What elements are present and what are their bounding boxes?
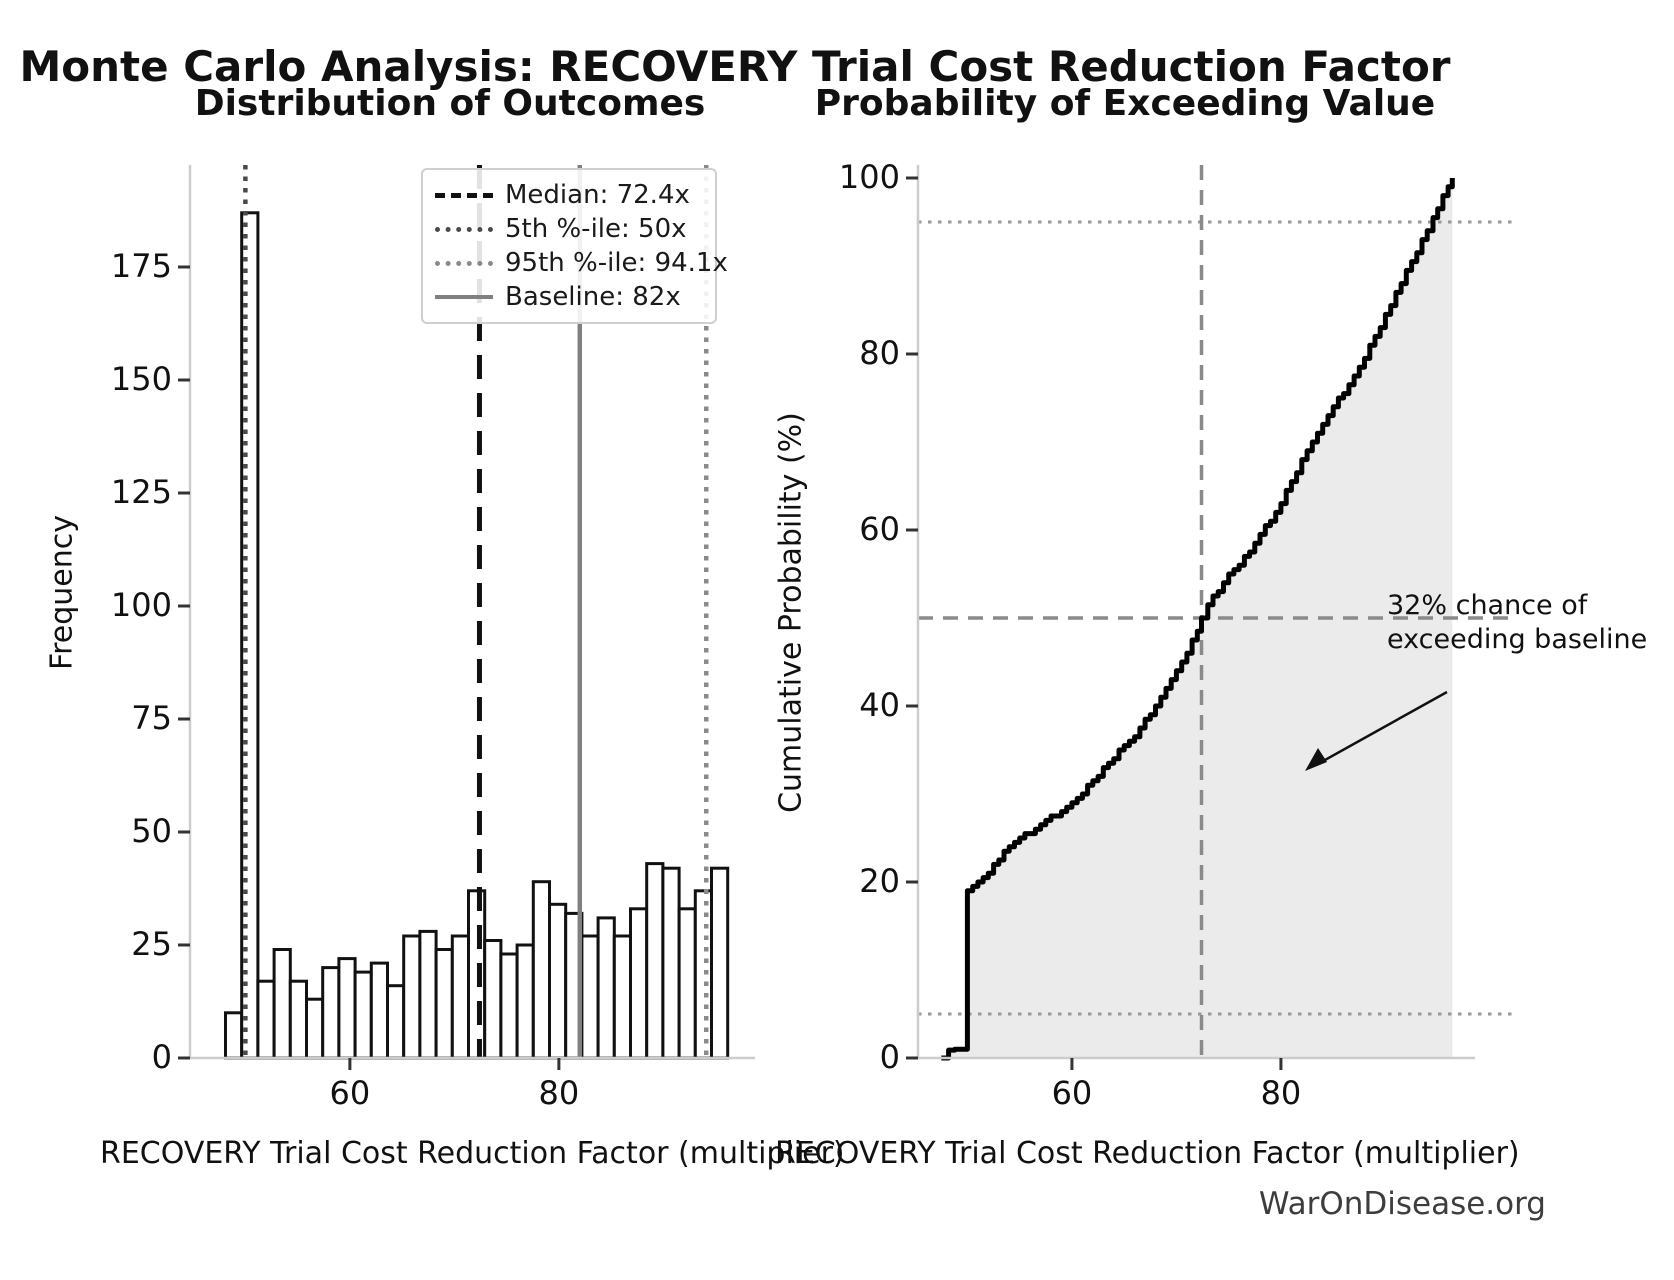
hist-bar-3 xyxy=(272,948,292,1060)
left-x-tick-label-80: 80 xyxy=(538,1074,580,1112)
hist-bar-9 xyxy=(369,961,389,1060)
hist-bar-26 xyxy=(645,862,665,1060)
hist-bar-24 xyxy=(612,934,632,1060)
median-line-sample xyxy=(435,192,493,198)
hist-bar-29 xyxy=(693,889,713,1060)
right-x-tick-label-60: 60 xyxy=(1051,1074,1093,1112)
left-y-tick-label-100: 100 xyxy=(110,586,172,624)
hist-bar-11 xyxy=(402,934,422,1060)
legend-label-p5: 5th %-ile: 50x xyxy=(505,214,687,244)
left-y-tick-label-175: 175 xyxy=(110,247,172,285)
p95-line-sample xyxy=(435,260,493,266)
legend-item-baseline: Baseline: 82x xyxy=(435,280,705,314)
p5-line-sample xyxy=(435,226,493,232)
left-y-tick-label-75: 75 xyxy=(131,699,172,737)
right-y-axis-label: Cumulative Probability (%) xyxy=(773,412,809,813)
left-y-tick-label-125: 125 xyxy=(110,473,172,511)
left-x-axis-label: RECOVERY Trial Cost Reduction Factor (mu… xyxy=(100,1136,845,1171)
hist-bar-28 xyxy=(677,907,697,1060)
hist-bar-6 xyxy=(321,966,341,1060)
hist-bar-17 xyxy=(499,952,519,1060)
legend-item-p95: 95th %-ile: 94.1x xyxy=(435,246,728,280)
footer-watermark: WarOnDisease.org xyxy=(1258,1186,1546,1222)
right-y-tick-label-60: 60 xyxy=(859,510,900,548)
annotation-exceed-baseline: 32% chance of exceeding baseline xyxy=(1387,589,1647,657)
hist-bar-15 xyxy=(467,889,487,1060)
cdf-curve xyxy=(941,178,1455,1061)
legend-label-median: Median: 72.4x xyxy=(505,180,690,210)
legend-item-median: Median: 72.4x xyxy=(435,178,705,212)
annotation-arrow-shaft xyxy=(1315,690,1448,767)
baseline-line-sample xyxy=(435,295,493,299)
right-y-tick-label-80: 80 xyxy=(859,334,900,372)
left-y-axis-label: Frequency xyxy=(44,515,80,670)
hist-bar-13 xyxy=(434,948,454,1060)
annotation-arrow-head xyxy=(1305,748,1327,771)
left-chart-title: Distribution of Outcomes xyxy=(194,83,706,124)
annotation-line-1: 32% chance of xyxy=(1387,590,1588,621)
hist-bar-8 xyxy=(353,970,373,1060)
hist-bar-16 xyxy=(483,939,503,1060)
hist-bar-20 xyxy=(548,902,568,1060)
hist-bar-30 xyxy=(710,866,730,1060)
hist-bar-0 xyxy=(224,1011,244,1060)
hist-bar-2 xyxy=(256,979,276,1060)
hist-bar-19 xyxy=(531,880,551,1060)
right-x-tick-label-80: 80 xyxy=(1260,1074,1302,1112)
right-y-tick-label-100: 100 xyxy=(838,158,900,196)
legend-label-p95: 95th %-ile: 94.1x xyxy=(505,248,728,278)
right-y-tick-label-40: 40 xyxy=(859,686,900,724)
left-y-tick-label-50: 50 xyxy=(131,812,172,850)
left-y-tick-label-0: 0 xyxy=(151,1038,172,1076)
hist-bar-7 xyxy=(337,957,357,1060)
hist-bar-12 xyxy=(418,929,438,1060)
hist-bar-4 xyxy=(288,979,308,1060)
annotation-line-2: exceeding baseline xyxy=(1387,624,1648,655)
hist-bar-10 xyxy=(386,984,406,1060)
hist-bar-23 xyxy=(596,916,616,1060)
page-title: Monte Carlo Analysis: RECOVERY Trial Cos… xyxy=(19,42,1451,91)
hist-bar-25 xyxy=(629,907,649,1060)
right-x-axis-label: RECOVERY Trial Cost Reduction Factor (mu… xyxy=(775,1136,1520,1171)
legend: Median: 72.4x 5th %-ile: 50x 95th %-ile:… xyxy=(421,168,728,324)
left-y-tick-label-25: 25 xyxy=(131,925,172,963)
hist-bar-5 xyxy=(305,997,325,1060)
legend-label-baseline: Baseline: 82x xyxy=(505,282,681,312)
hist-bar-14 xyxy=(450,934,470,1060)
cdf-area-fill xyxy=(941,178,1453,1058)
right-chart-title: Probability of Exceeding Value xyxy=(814,83,1436,124)
legend-item-p5: 5th %-ile: 50x xyxy=(435,212,705,246)
right-y-tick-label-0: 0 xyxy=(879,1038,900,1076)
right-y-tick-label-20: 20 xyxy=(859,862,900,900)
left-y-tick-label-150: 150 xyxy=(110,360,172,398)
hist-bar-22 xyxy=(580,934,600,1060)
hist-bar-27 xyxy=(661,866,681,1060)
hist-bar-18 xyxy=(515,943,535,1060)
left-x-tick-label-60: 60 xyxy=(329,1074,371,1112)
